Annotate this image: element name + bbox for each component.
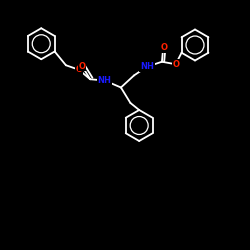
Text: NH: NH [98, 76, 112, 85]
Text: NH: NH [140, 62, 154, 71]
Text: O: O [161, 44, 168, 52]
Text: O: O [76, 65, 82, 74]
Text: O: O [79, 62, 86, 71]
Text: O: O [172, 60, 179, 69]
